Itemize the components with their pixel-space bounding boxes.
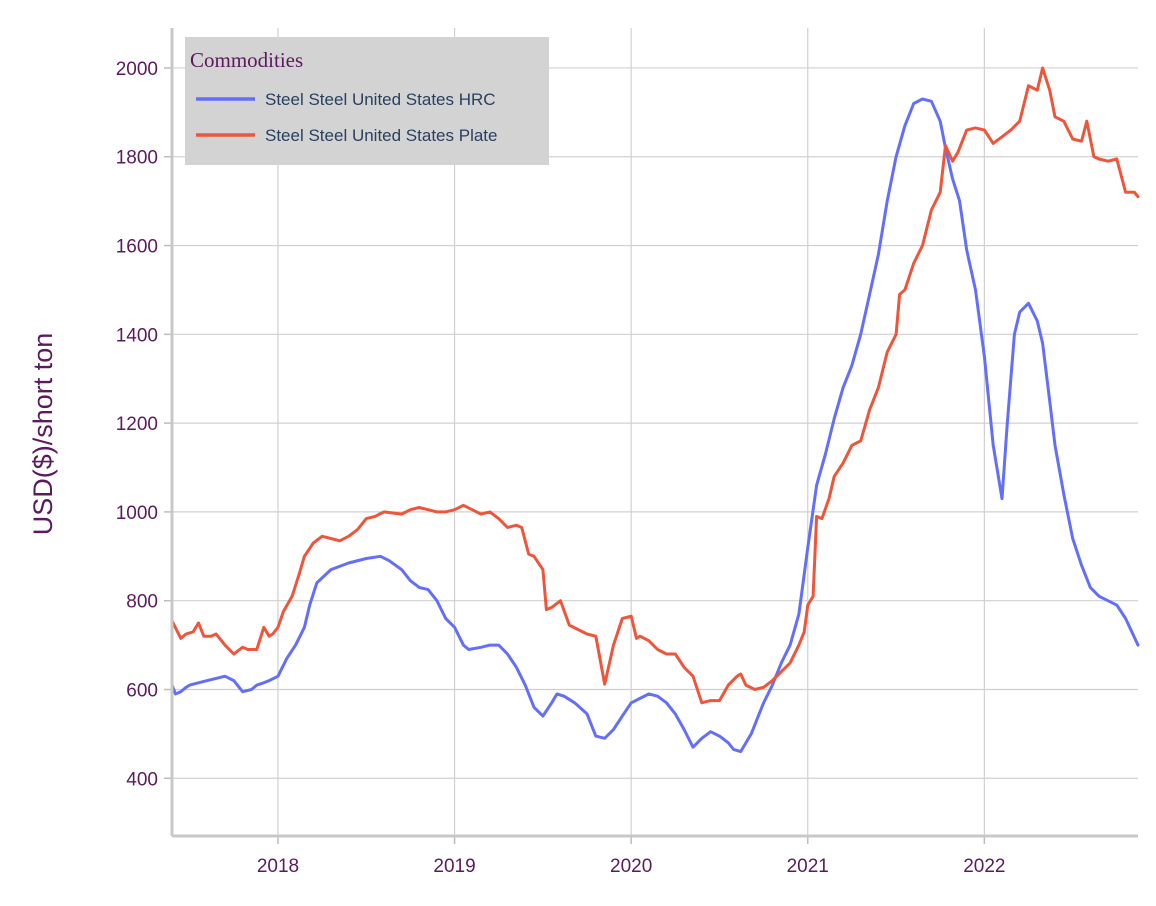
y-tick-label: 400	[126, 769, 158, 790]
legend-background	[185, 37, 549, 165]
legend-label-plate: Steel Steel United States Plate	[265, 126, 497, 145]
x-tick-label: 2019	[433, 856, 475, 877]
y-tick-label: 1000	[116, 503, 158, 524]
y-tick-label: 800	[126, 592, 158, 613]
y-tick-label: 1600	[116, 237, 158, 258]
series-lines	[170, 66, 1140, 754]
x-tick-label: 2021	[787, 856, 829, 877]
x-tick-label: 2018	[257, 856, 299, 877]
series-line-plate	[170, 66, 1140, 705]
x-tick-label: 2020	[610, 856, 652, 877]
y-axis-title: USD($)/short ton	[28, 333, 58, 536]
y-tick-label: 1400	[116, 325, 158, 346]
x-tick-label: 2022	[963, 856, 1005, 877]
legend-title: Commodities	[190, 48, 303, 72]
legend-label-hrc: Steel Steel United States HRC	[265, 90, 496, 109]
y-tick-label: 600	[126, 680, 158, 701]
y-tick-label: 1800	[116, 148, 158, 169]
y-tick-label: 1200	[116, 414, 158, 435]
legend: Commodities Steel Steel United States HR…	[185, 37, 549, 165]
series-line-hrc	[170, 97, 1140, 754]
y-tick-label: 2000	[116, 59, 158, 80]
axes: 400 600 800 1000 1200 1400 1600 1800 2000 2018 201…	[116, 28, 1138, 877]
